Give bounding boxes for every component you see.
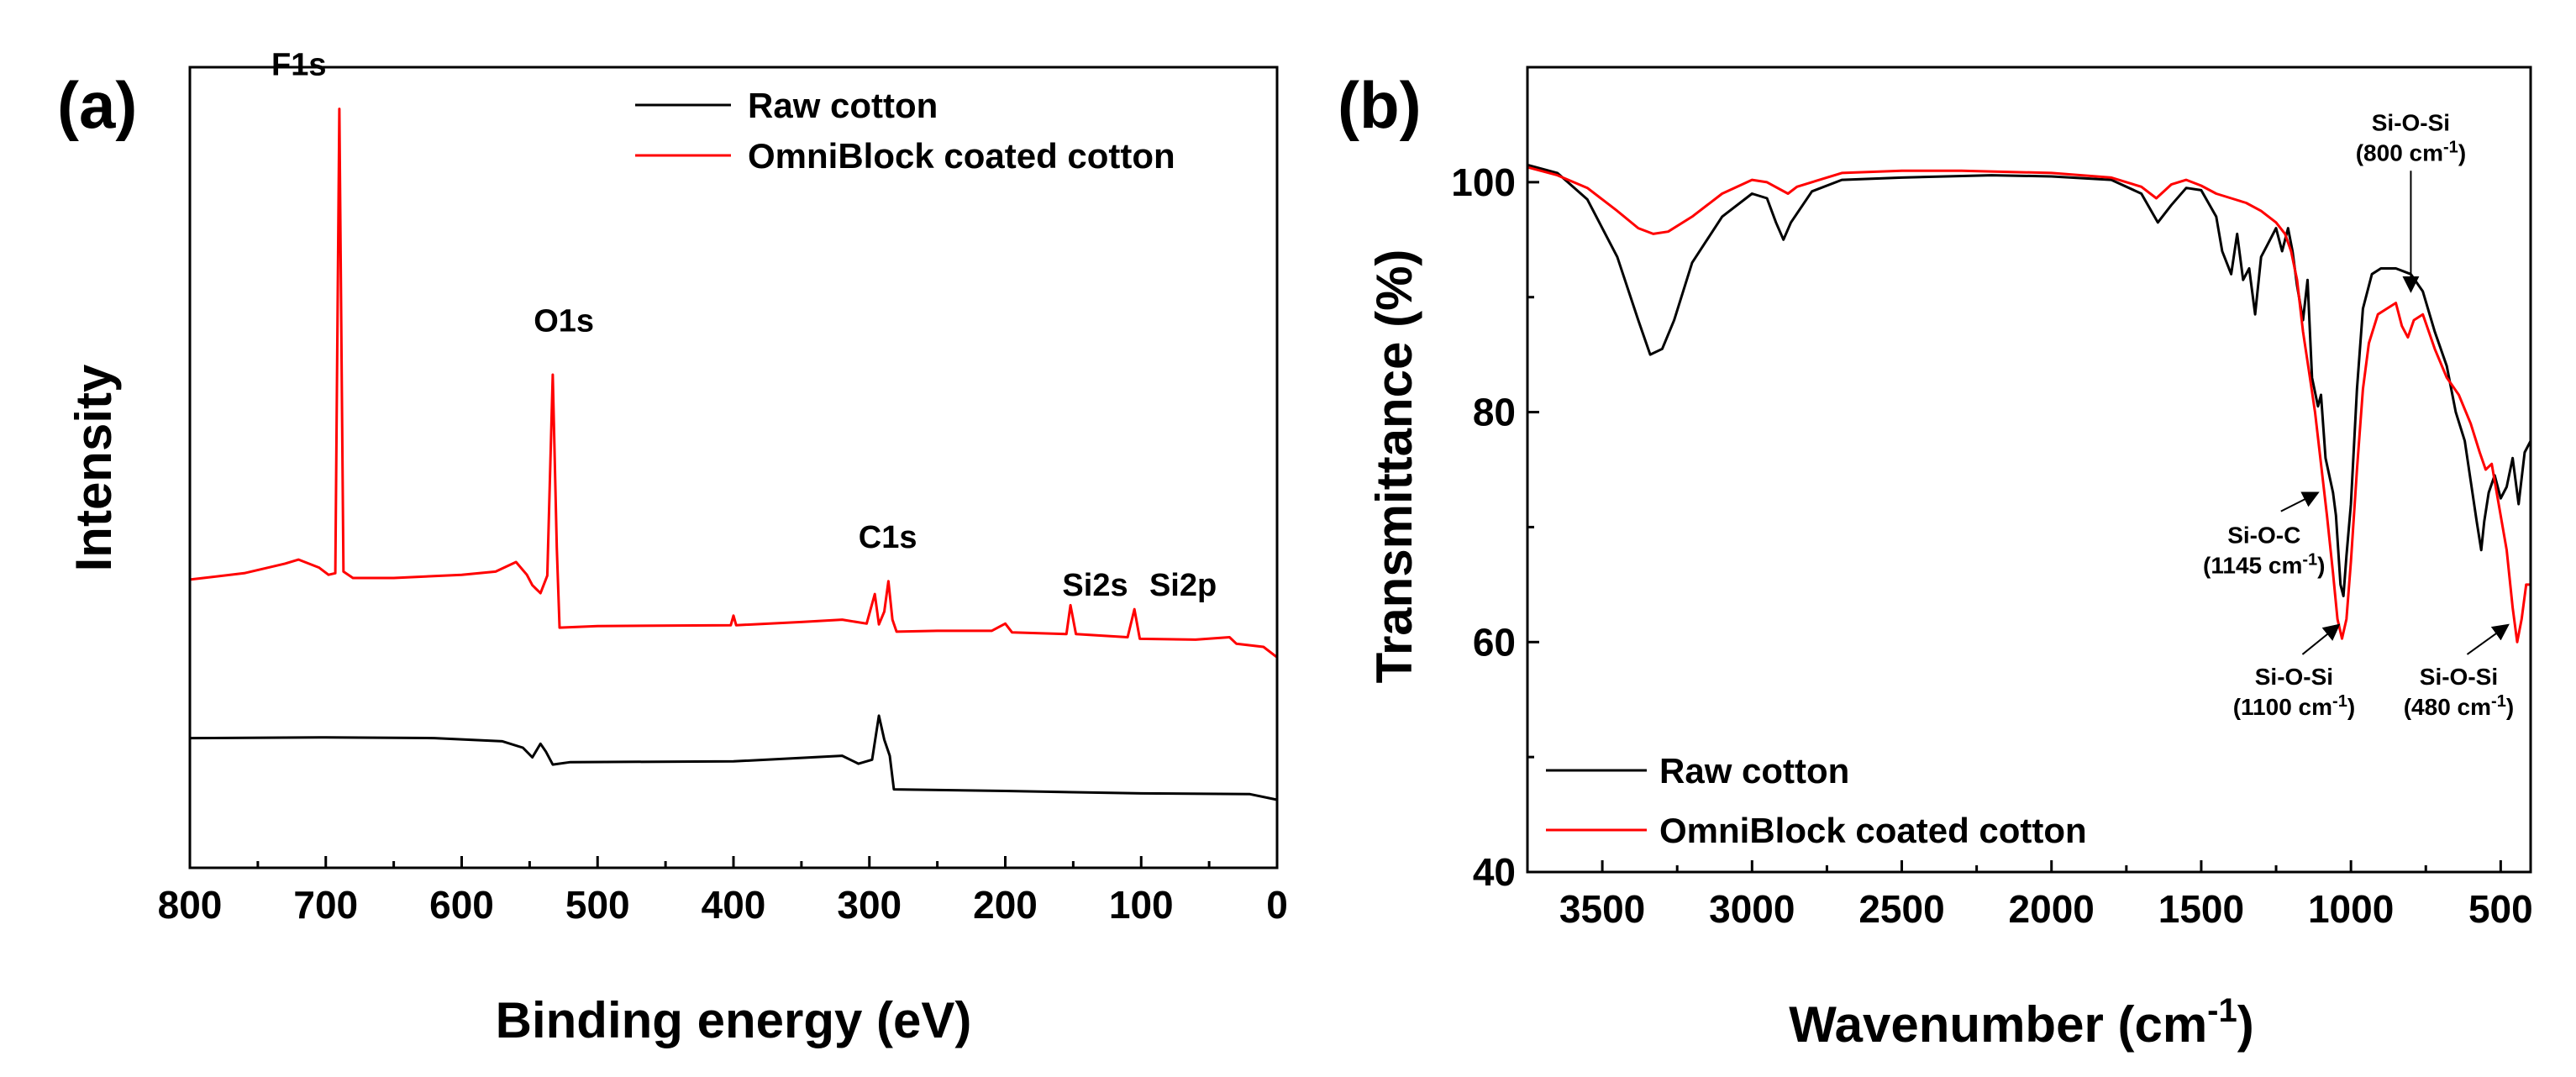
panel-b-annotation-0-wavenumber: (800 cm-1) — [2356, 138, 2466, 165]
panel-a-legend-raw-cotton: Raw cotton — [748, 86, 938, 125]
panel-b-y-tick-label: 80 — [1473, 391, 1516, 434]
panel-a-x-tick-label: 500 — [565, 883, 630, 927]
panel-b-x-tick-label: 3000 — [1709, 887, 1795, 931]
panel-b-x-tick-label: 2000 — [2009, 887, 2095, 931]
panel-b-y-tick-label: 40 — [1473, 850, 1516, 894]
panel-a-y-axis-title: Intensity — [66, 364, 122, 571]
panel-a-legend: Raw cotton OmniBlock coated cotton — [635, 86, 1175, 176]
panel-b-series-raw-cotton — [1527, 163, 2532, 597]
panel-a-series-coated-cotton — [189, 108, 1278, 659]
panel-a-peak-label-o1s: O1s — [534, 303, 594, 339]
panel-a-plot-frame — [188, 66, 1279, 869]
panel-b-x-ticks: 3500 3000 2500 2000 1500 1000 500 — [1526, 860, 2533, 931]
panel-b-annotation-2-arrow — [2301, 623, 2341, 655]
panel-b-legend-coated-cotton: OmniBlock coated cotton — [1659, 811, 2087, 850]
panel-b-x-tick-label: 3500 — [1559, 887, 1645, 931]
panel-a-x-ticks: 800 700 600 500 400 300 200 100 0 — [158, 856, 1288, 927]
panel-b-series-coated-cotton — [1527, 165, 2531, 644]
panel-a-x-tick-label: 300 — [837, 883, 902, 927]
panel-b-annotation-2-name: Si-O-Si — [2255, 664, 2333, 690]
panel-b-annotations: Si-O-Si (800 cm-1) Si-O-C(1145 cm-1) Si-O-S… — [2203, 109, 2514, 720]
panel-a-chart: (a) F1s O1s C1s Si2s Si2p 800 700 600 500 400 300… — [57, 48, 1288, 1048]
panel-b-y-tick-label: 100 — [1451, 160, 1516, 204]
panel-b-y-axis-title: Transmittance (%) — [1366, 250, 1422, 684]
panel-b-annotation-0-name: Si-O-Si — [2372, 109, 2450, 135]
panel-b-x-axis-title: Wavenumber (cm-1) — [1789, 992, 2253, 1053]
panel-a-x-axis-title: Binding energy (eV) — [496, 992, 972, 1048]
panel-a-peak-label-si2s: Si2s — [1062, 568, 1128, 603]
panel-b-annotation-2-wavenumber: (1100 cm-1) — [2233, 692, 2355, 720]
panel-b-annotation-3-wavenumber: (480 cm-1) — [2404, 692, 2514, 720]
panel-a-x-tick-label: 700 — [293, 883, 358, 927]
panel-b-x-tick-label: 1000 — [2308, 887, 2394, 931]
panel-a-label: (a) — [57, 68, 137, 142]
panel-b-label: (b) — [1338, 68, 1422, 142]
panel-a-x-tick-label: 100 — [1109, 883, 1174, 927]
panel-a-x-tick-label: 800 — [158, 883, 223, 927]
panel-b-x-tick-label: 2500 — [1858, 887, 1944, 931]
panel-b-annotation-3-name: Si-O-Si — [2420, 664, 2498, 690]
panel-b-y-ticks: 40 60 80 100 — [1451, 160, 1539, 894]
panel-a-peak-label-c1s: C1s — [859, 520, 917, 555]
panel-b-plot-frame — [1526, 66, 2532, 874]
panel-b-annotation-1-wavenumber: (1145 cm-1) — [2203, 551, 2325, 579]
panel-a-series — [189, 108, 1278, 801]
panel-a-peak-label-si2p: Si2p — [1149, 568, 1217, 603]
panel-a-peak-label-f1s: F1s — [271, 48, 326, 83]
panel-a-x-tick-label: 0 — [1266, 883, 1288, 927]
panel-b-annotation-3-arrow — [2466, 623, 2510, 655]
panel-b-x-tick-label: 500 — [2468, 887, 2533, 931]
panel-b-y-tick-label: 60 — [1473, 620, 1516, 664]
panel-a-series-raw-cotton — [189, 714, 1278, 801]
panel-a-legend-coated-cotton: OmniBlock coated cotton — [748, 136, 1175, 176]
panel-a-x-tick-label: 600 — [429, 883, 494, 927]
panel-b-x-tick-label: 1500 — [2158, 887, 2244, 931]
panel-b-annotation-1-arrow — [2280, 491, 2320, 512]
panel-b-legend: Raw cotton OmniBlock coated cotton — [1546, 751, 2087, 850]
panel-a-x-tick-label: 200 — [973, 883, 1038, 927]
panel-a-peak-labels: F1s O1s C1s Si2s Si2p — [271, 48, 1217, 603]
panel-b-chart: (b) 3500 3000 2500 2000 1500 1000 500 40 60 80 10… — [1338, 66, 2533, 1053]
panel-b-series — [1527, 163, 2532, 644]
panel-b-legend-raw-cotton: Raw cotton — [1659, 751, 1849, 791]
panel-b-annotation-1-name: Si-O-C — [2227, 523, 2300, 549]
panel-a-x-tick-label: 400 — [702, 883, 766, 927]
